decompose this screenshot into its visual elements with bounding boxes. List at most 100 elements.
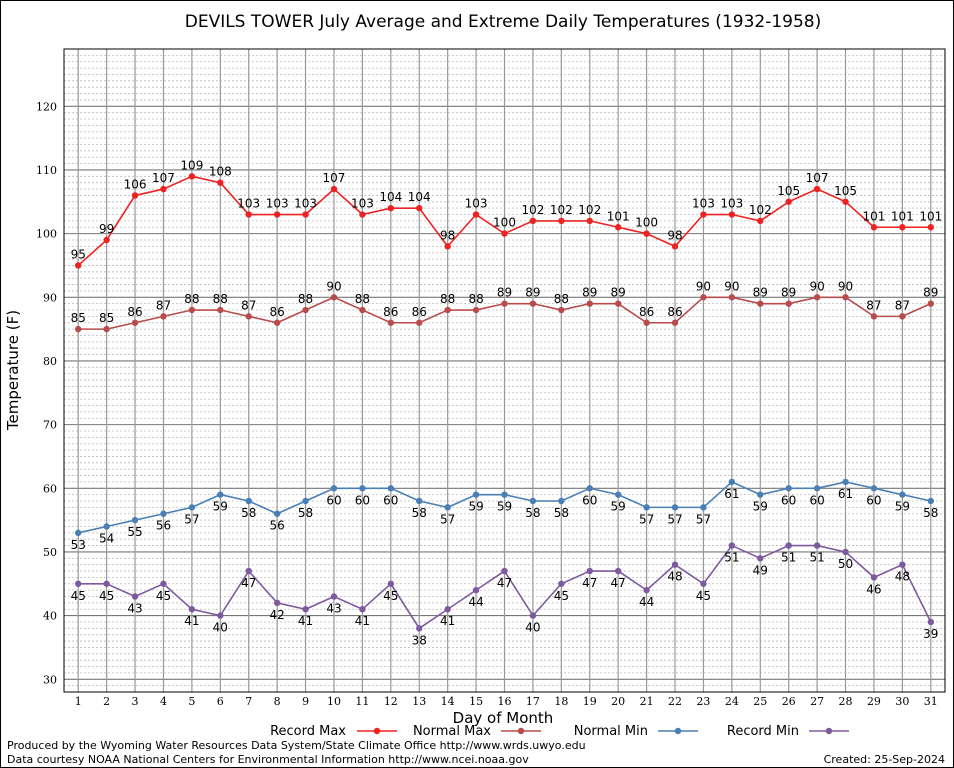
record-min-point [359,606,366,613]
normal-max-point [501,300,508,307]
x-tick-label: 31 [924,695,938,708]
legend-marker-record-min [825,727,833,735]
x-tick-label: 21 [640,695,654,708]
record-min-data-label: 47 [241,576,256,590]
normal-max-data-label: 89 [525,286,540,300]
normal-max-data-label: 88 [468,292,483,306]
record-max-point [217,179,224,186]
plot-area [63,48,946,693]
normal-min-data-label: 60 [326,493,341,507]
record-min-data-label: 51 [781,551,796,565]
record-min-point [387,580,395,587]
record-max-data-label: 101 [607,209,630,223]
x-tick-label: 9 [302,695,309,708]
record-max-point [643,230,650,237]
record-max-data-label: 102 [521,203,544,217]
x-tick-label: 6 [217,695,224,708]
normal-max-data-label: 88 [355,292,370,306]
x-tick-label: 18 [554,695,568,708]
normal-max-data-label: 89 [497,286,512,300]
record-min-data-label: 43 [326,602,341,616]
normal-min-point [813,485,821,492]
normal-min-data-label: 61 [724,487,739,501]
normal-min-point [927,497,934,505]
y-tick-label: 50 [43,546,57,559]
normal-max-point [614,300,622,307]
normal-max-data-label: 90 [724,279,739,293]
record-min-data-label: 45 [554,589,569,603]
normal-max-point [785,300,792,307]
record-min-point [75,580,82,587]
record-min-data-label: 41 [184,614,199,628]
normal-max-point [927,300,934,307]
record-min-data-label: 44 [639,595,654,609]
normal-min-point [188,504,196,511]
x-tick-label: 24 [725,695,739,708]
normal-min-point [501,491,508,498]
normal-max-data-label: 88 [184,292,199,306]
normal-max-point [444,306,451,314]
normal-min-data-label: 59 [753,500,768,514]
record-min-data-label: 45 [71,589,86,603]
normal-max-point [643,319,650,326]
record-min-data-label: 45 [383,589,398,603]
normal-max-point [813,294,821,301]
normal-max-point [870,313,878,320]
record-min-data-label: 44 [468,595,483,609]
normal-min-point [728,478,736,486]
normal-min-data-label: 58 [554,506,569,520]
record-max-data-label: 102 [749,203,772,217]
x-tick-label: 29 [867,695,881,708]
record-min-data-label: 40 [525,621,540,635]
record-max-point [785,198,792,205]
x-tick-label: 13 [412,695,426,708]
normal-min-data-label: 58 [298,506,313,520]
x-tick-label: 26 [782,695,796,708]
normal-max-point [160,313,167,320]
normal-min-data-label: 58 [241,506,256,520]
normal-min-point [842,478,849,486]
legend: Record Max Normal Max Normal Min Record Min [270,724,849,739]
record-max-point [103,236,110,244]
record-max-point [273,211,281,218]
y-tick-label: 120 [36,100,57,113]
x-tick-label: 10 [327,695,341,708]
normal-max-point [188,306,196,314]
x-tick-label: 16 [498,695,512,708]
record-min-data-label: 42 [270,608,285,622]
record-max-point [75,262,82,269]
record-min-data-label: 47 [497,576,512,590]
normal-max-data-label: 86 [127,305,142,319]
record-max-data-label: 98 [440,228,455,242]
normal-min-data-label: 59 [895,500,910,514]
legend-marker-record-max [373,727,381,735]
record-min-point [103,580,110,587]
record-min-data-label: 41 [440,614,455,628]
record-max-data-label: 107 [806,171,829,185]
record-min-data-label: 49 [753,563,768,577]
x-tick-label: 7 [245,695,252,708]
record-max-data-label: 102 [578,203,601,217]
record-min-point [416,625,423,632]
normal-min-point [785,485,792,492]
record-min-point [586,567,593,575]
legend-label-normal-max: Normal Max [413,724,491,739]
normal-max-point [842,294,849,301]
record-min-point [671,561,679,568]
record-min-point [245,567,252,575]
record-max-data-label: 101 [891,209,914,223]
normal-min-point [444,504,451,511]
record-max-point [927,224,934,231]
normal-min-data-label: 60 [383,493,398,507]
normal-max-data-label: 90 [696,279,711,293]
record-max-point [188,173,196,180]
normal-min-point [586,485,593,492]
series [75,173,934,632]
normal-max-data-label: 89 [781,286,796,300]
record-min-point [757,555,764,562]
record-max-point [444,243,451,250]
record-min-point [273,599,281,607]
x-tick-label: 15 [469,695,483,708]
normal-max-data-label: 89 [611,286,626,300]
